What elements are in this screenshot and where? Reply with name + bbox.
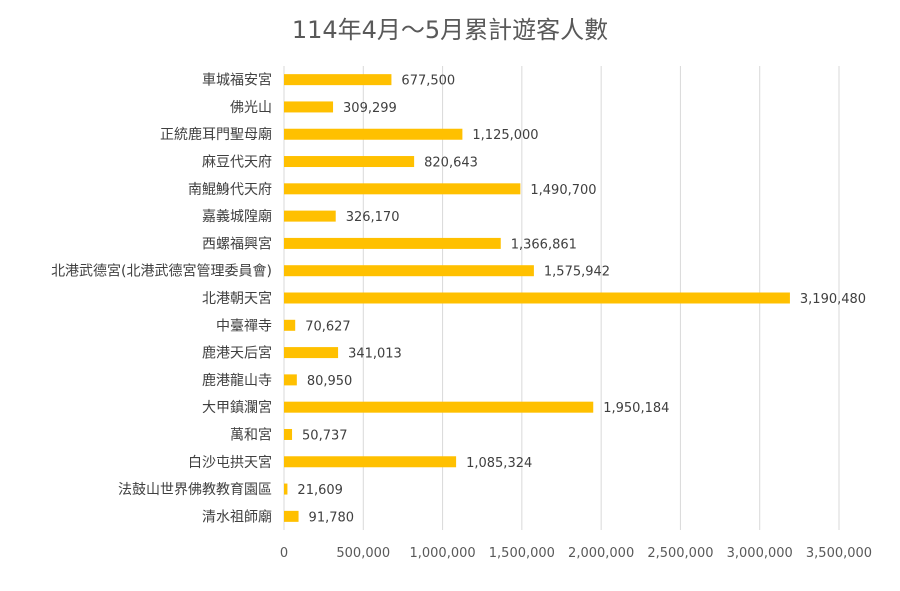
bar (284, 292, 790, 304)
x-tick-label: 1,500,000 (489, 546, 555, 561)
category-label: 清水祖師廟 (202, 508, 272, 525)
category-label: 萬和宮 (230, 427, 272, 443)
data-label: 1,125,000 (472, 128, 538, 143)
bar (284, 128, 463, 140)
bar (284, 347, 339, 359)
data-label: 1,366,861 (511, 237, 577, 252)
data-label: 309,299 (343, 101, 397, 116)
category-label: 鹿港龍山寺 (202, 372, 272, 389)
data-label: 21,609 (297, 483, 343, 498)
data-label: 1,575,942 (544, 265, 610, 280)
x-tick-label: 1,000,000 (409, 546, 475, 561)
bar (284, 401, 594, 413)
category-label: 北港武德宮(北港武德宮管理委員會) (51, 264, 272, 280)
bar (284, 319, 296, 331)
category-label: 佛光山 (230, 100, 272, 116)
bar (284, 210, 336, 222)
bar (284, 428, 293, 440)
category-label: 正統鹿耳門聖母廟 (160, 126, 272, 143)
bar (284, 237, 501, 249)
bar (284, 156, 415, 168)
bar (284, 101, 334, 113)
category-label: 大甲鎮瀾宮 (202, 400, 272, 416)
bar (284, 74, 392, 86)
bar (284, 265, 534, 277)
data-label: 70,627 (305, 319, 351, 334)
data-label: 3,190,480 (800, 292, 866, 307)
data-label: 50,737 (302, 428, 348, 443)
category-label: 麻豆代天府 (202, 155, 272, 171)
x-tick-label: 3,000,000 (727, 546, 793, 561)
category-label: 白沙屯拱天宮 (188, 455, 272, 471)
category-label: 車城福安宮 (202, 72, 272, 89)
x-tick-label: 0 (280, 546, 288, 561)
x-tick-label: 2,000,000 (568, 546, 634, 561)
x-tick-label: 2,500,000 (647, 546, 713, 561)
category-label: 西螺福興宮 (202, 236, 272, 252)
category-label: 嘉義城隍廟 (202, 208, 272, 225)
x-tick-label: 500,000 (336, 546, 390, 561)
category-label: 鹿港天后宮 (202, 345, 272, 362)
data-label: 677,500 (401, 74, 455, 89)
category-label: 南鯤鯓代天府 (188, 182, 272, 198)
data-label: 91,780 (309, 510, 355, 525)
bar (284, 483, 288, 495)
bar (284, 510, 299, 522)
bar (284, 456, 457, 468)
bar (284, 183, 521, 195)
data-label: 1,490,700 (530, 183, 596, 198)
category-label: 北港朝天宮 (202, 291, 272, 307)
category-label: 法鼓山世界佛教教育園區 (118, 482, 272, 498)
data-label: 326,170 (346, 210, 400, 225)
data-label: 1,950,184 (603, 401, 669, 416)
bar (284, 374, 297, 386)
category-label: 中臺禪寺 (216, 318, 272, 334)
data-label: 820,643 (424, 156, 478, 171)
data-label: 341,013 (348, 347, 402, 362)
data-label: 80,950 (307, 374, 353, 389)
data-label: 1,085,324 (466, 456, 532, 471)
x-tick-label: 3,500,000 (806, 546, 872, 561)
chart-title: 114年4月～5月累計遊客人數 (291, 16, 609, 44)
